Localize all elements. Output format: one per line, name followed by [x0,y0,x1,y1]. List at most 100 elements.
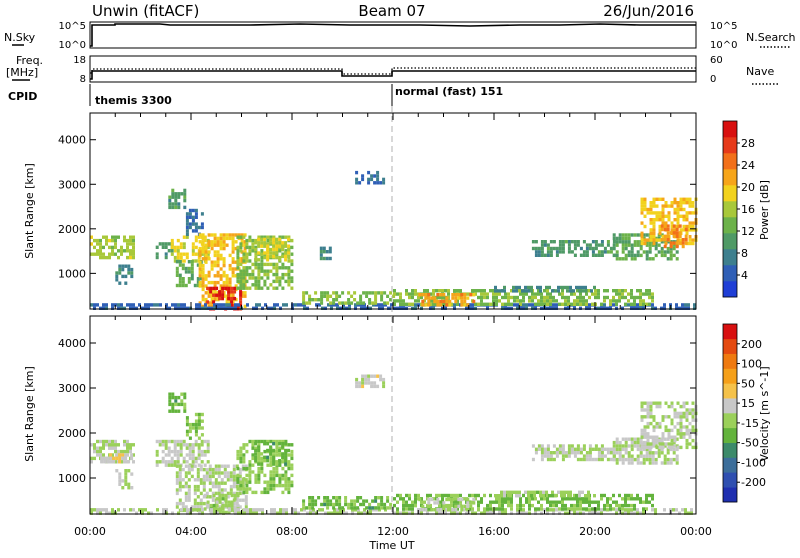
power-cell [540,302,543,306]
power-cell [328,256,332,261]
velocity-cell [570,447,574,451]
velocity-cell [649,445,653,450]
power-cell [585,243,589,247]
velocity-cell [318,508,321,512]
power-cell [513,299,516,303]
power-cell [237,233,241,237]
velocity-cell [111,508,114,512]
velocity-cell [275,446,279,450]
power-cell [386,301,390,305]
velocity-cell [278,442,282,446]
power-cell [221,290,225,294]
velocity-cell [248,477,252,481]
power-cell [302,294,306,298]
velocity-cell [311,506,315,510]
velocity-cell [627,454,631,458]
power-cell [652,228,656,232]
velocity-cell [362,502,366,507]
power-cell [234,303,237,307]
velocity-cell [609,507,612,511]
power-cell [105,303,108,307]
power-cell [216,263,220,268]
power-cell [356,301,360,305]
velocity-cell [676,428,680,433]
power-cell [179,252,183,256]
power-cell [164,245,168,249]
velocity-cell [129,508,132,512]
velocity-cell [118,475,122,480]
power-cell [210,260,214,264]
velocity-cell [173,460,177,464]
velocity-cell [570,444,574,448]
power-cell [197,255,201,260]
power-cell [240,240,244,244]
velocity-cell [236,449,240,454]
power-cell [606,306,609,310]
velocity-cell [308,499,312,503]
power-cell [465,292,468,296]
power-cell [240,257,244,261]
velocity-cell [221,497,225,501]
power-cell [111,303,114,307]
velocity-cell [284,470,288,474]
velocity-cell [226,474,230,479]
velocity-cell [685,425,689,429]
power-cell [399,306,402,310]
velocity-cell [507,500,510,504]
velocity-cell [594,447,598,451]
power-cell [201,257,205,261]
velocity-cell [567,454,571,458]
power-cell [201,250,205,254]
power-cell [433,299,437,304]
power-cell [666,257,670,261]
velocity-cell [666,461,670,465]
velocity-cell [660,451,664,455]
velocity-cell [408,511,411,515]
power-cell [504,295,507,300]
power-cell [187,266,191,271]
power-cell [516,306,519,310]
velocity-cell [132,508,135,512]
velocity-cell [655,404,659,409]
power-cell [213,291,217,295]
velocity-cell [279,508,282,512]
velocity-cell [170,460,174,464]
power-cell [411,302,414,306]
velocity-cell [200,443,204,447]
power-cell [111,249,114,253]
velocity-cell [120,460,123,464]
power-cell [421,293,425,297]
power-cell [673,211,677,215]
power-cell [246,303,249,307]
power-cell [645,253,649,258]
power-cell [287,251,291,255]
velocity-cell [528,507,531,511]
velocity-cell [570,451,574,455]
power-cell [528,299,531,303]
power-cell [287,283,291,287]
velocity-cell [254,446,258,450]
velocity-cell [257,445,261,449]
velocity-cell [438,500,441,504]
velocity-cell [555,454,559,458]
power-cell [218,290,222,294]
velocity-cell [287,443,291,447]
velocity-cell [217,467,221,472]
velocity-cell [193,498,197,502]
velocity-cell [498,507,501,511]
velocity-cell [510,511,513,515]
velocity-colorbar-segment [723,324,737,340]
power-cell [254,262,258,267]
power-cell [563,285,566,290]
velocity-colorbar-tick-label: 15 [741,397,755,410]
power-cell [242,252,246,256]
power-cell [196,280,200,284]
power-cell [207,240,211,244]
velocity-cell [612,440,616,445]
velocity-cell [330,511,333,515]
velocity-cell [196,501,200,506]
power-cell [196,277,200,281]
power-cell [664,221,668,225]
velocity-cell [667,442,671,446]
velocity-cell [371,499,375,503]
